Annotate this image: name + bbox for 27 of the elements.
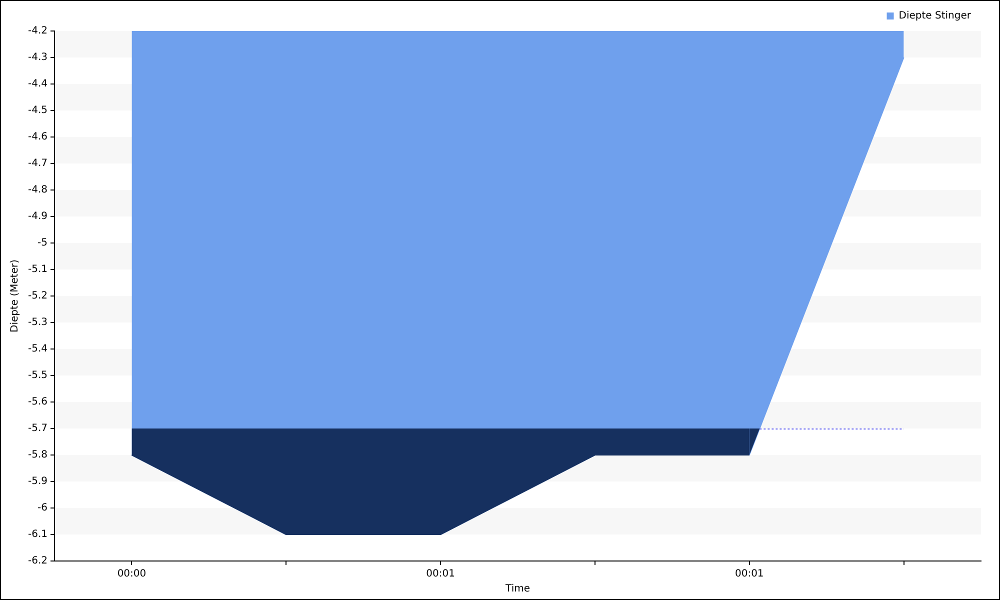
y-axis-title: Diepte (Meter) [10, 259, 21, 332]
y-tick-label: -5.3 [28, 317, 48, 328]
y-tick-label: -5.6 [28, 396, 48, 408]
y-tick-label: -6.1 [28, 529, 48, 540]
y-tick-label: -5.1 [28, 264, 48, 276]
legend-label: Diepte Stinger [898, 10, 972, 22]
y-tick-label: -5.2 [28, 290, 48, 302]
y-tick-label: -4.4 [28, 78, 48, 90]
y-tick-label: -4.5 [28, 105, 48, 116]
y-tick-label: -4.3 [28, 52, 48, 64]
y-tick-label: -5 [38, 238, 48, 249]
y-tick-label: -6.2 [28, 556, 48, 567]
x-tick-label: 00:01 [426, 568, 455, 580]
y-tick-label: -5.8 [28, 450, 48, 461]
y-tick-label: -4.8 [28, 184, 48, 196]
x-axis-title: Time [504, 584, 530, 595]
y-tick-label: -5.5 [28, 370, 48, 382]
y-tick-label: -6 [38, 502, 48, 514]
y-tick-label: -4.6 [28, 132, 48, 143]
y-tick-label: -4.9 [28, 211, 48, 222]
y-tick-label: -5.4 [28, 344, 48, 355]
y-tick-label: -5.9 [28, 476, 48, 488]
y-tick-label: -4.7 [28, 158, 48, 170]
y-tick-label: -4.2 [28, 26, 48, 37]
x-tick-label: 00:00 [117, 568, 146, 580]
y-tick-label: -5.7 [28, 423, 48, 434]
x-tick-label: 00:01 [734, 568, 764, 580]
